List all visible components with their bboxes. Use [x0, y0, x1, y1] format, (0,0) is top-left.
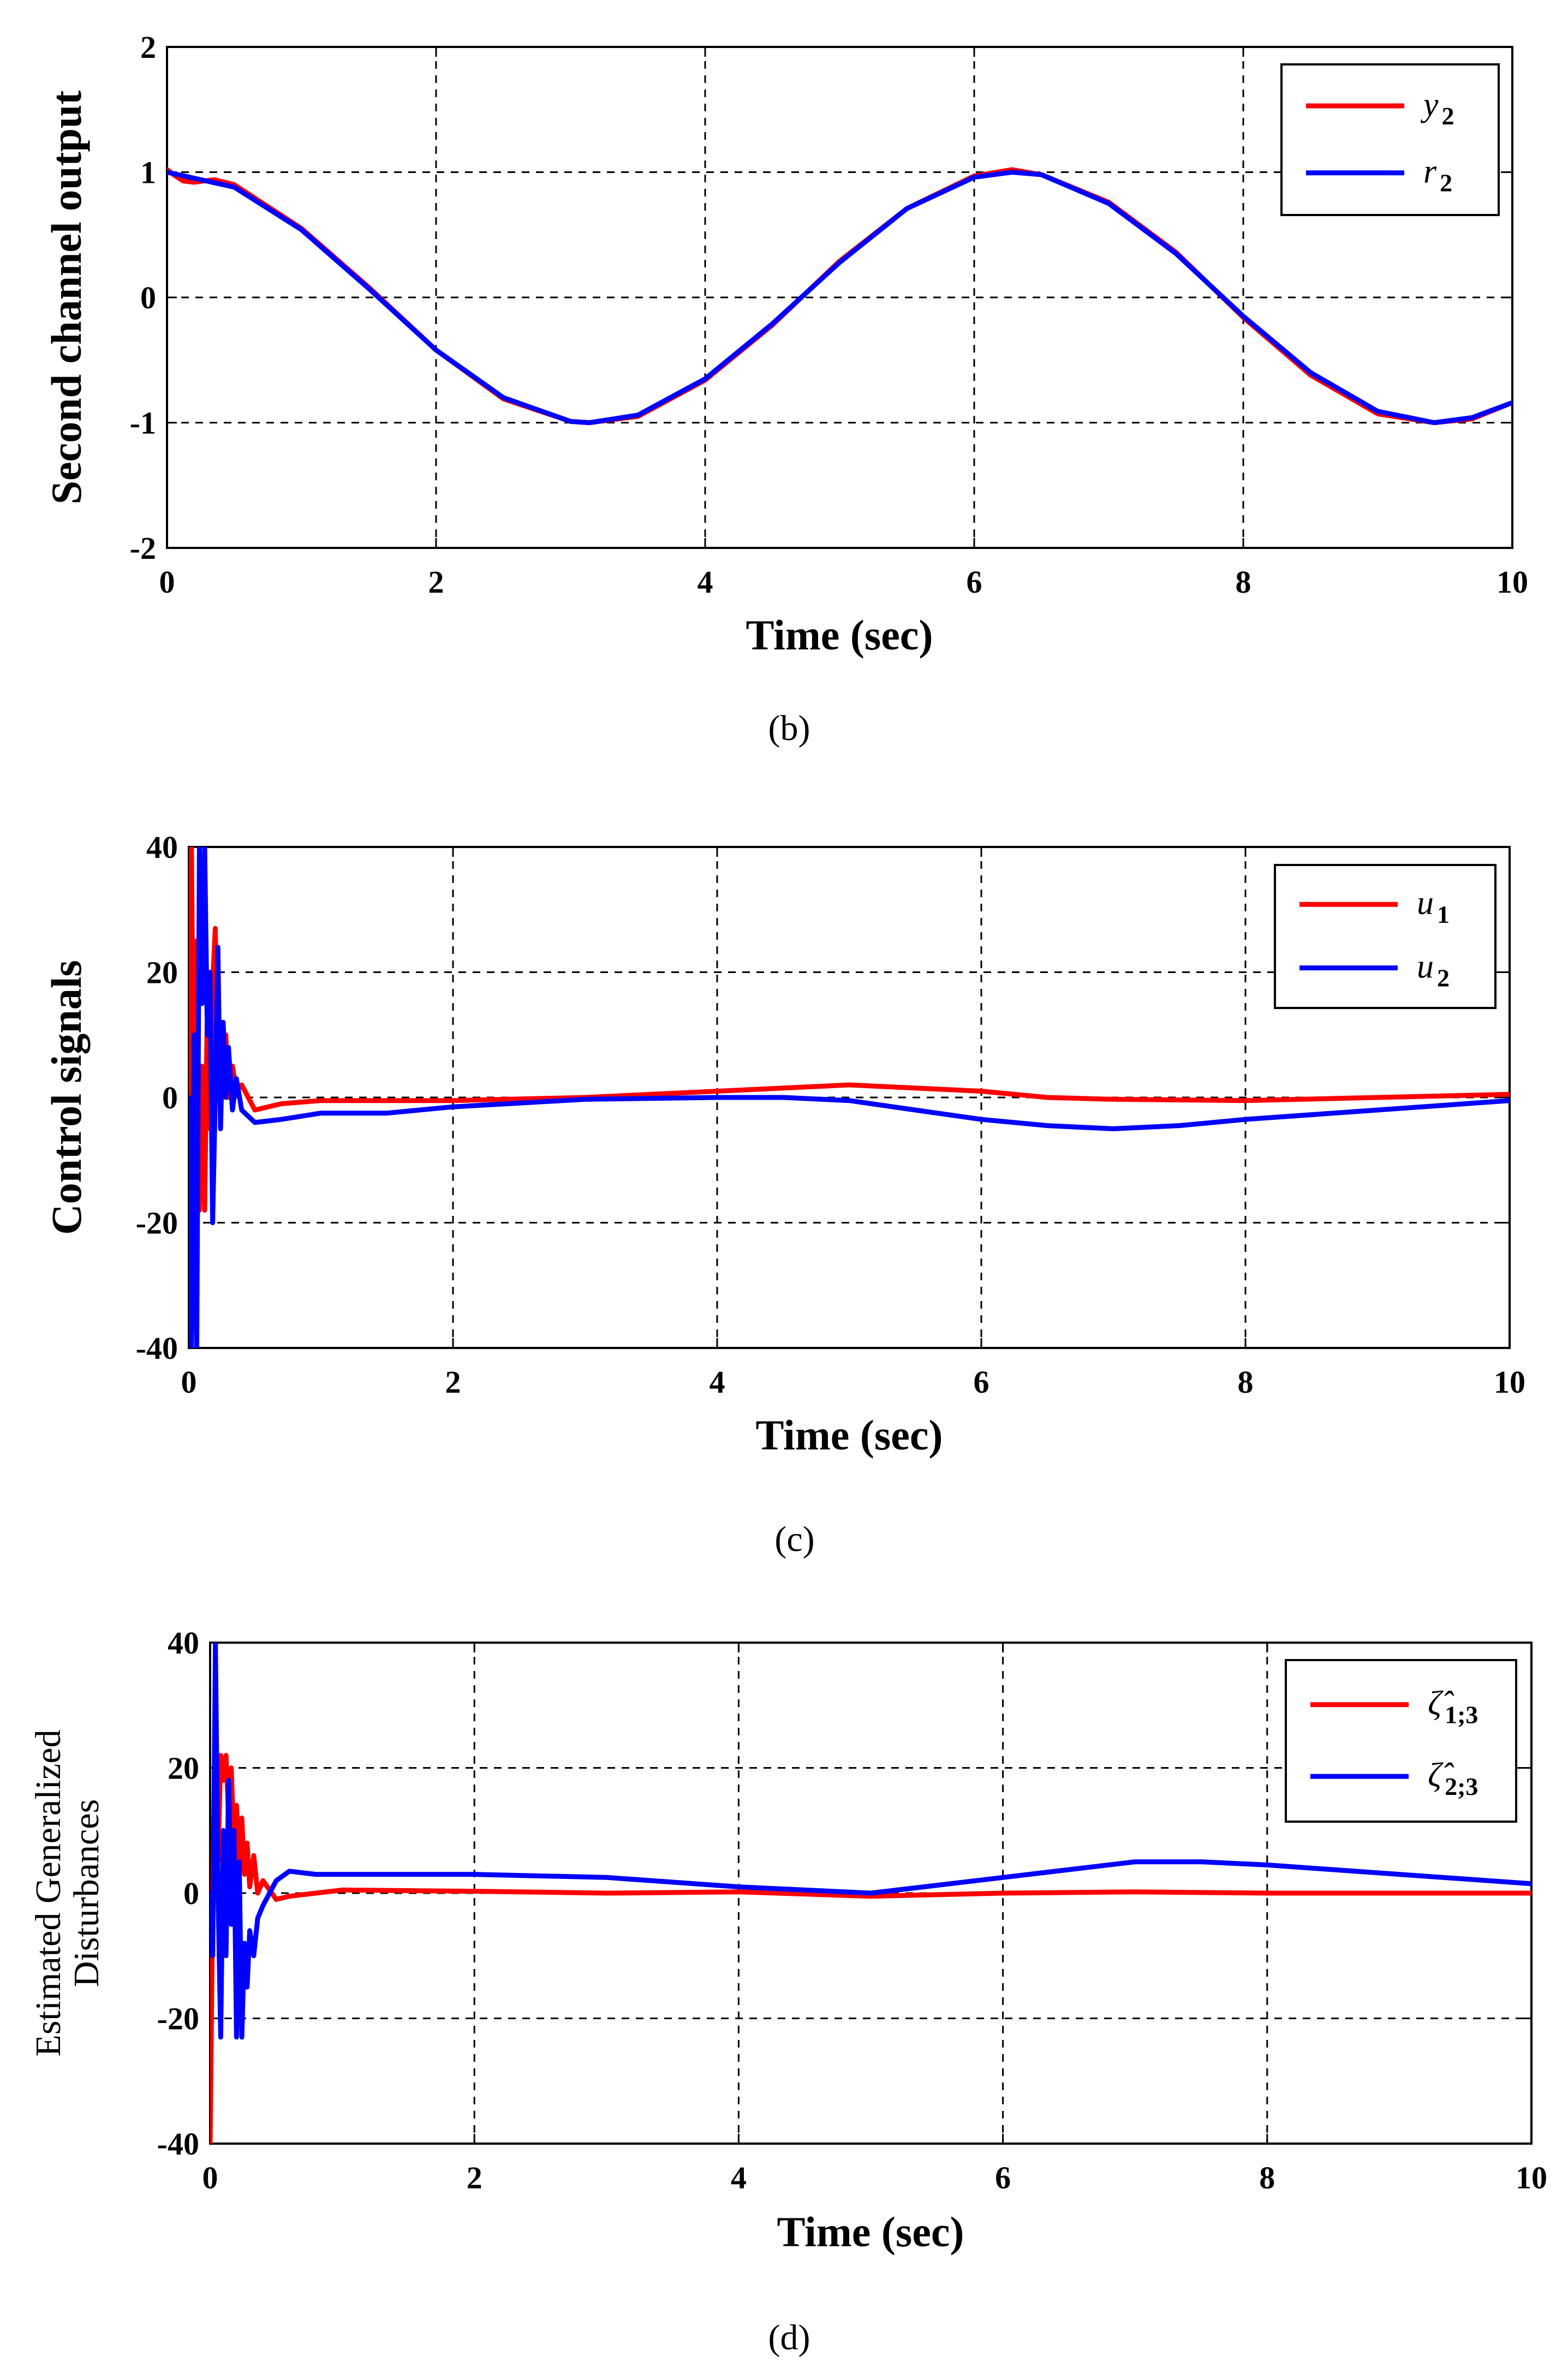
x-tick-label: 2	[467, 2160, 482, 2195]
y-tick-label: 1	[140, 155, 156, 190]
y-tick-label: -1	[130, 405, 156, 441]
x-axis-label: Time (sec)	[777, 2208, 964, 2255]
legend-box	[1274, 864, 1497, 1009]
x-tick-label: 6	[967, 564, 982, 600]
y-tick-label: -40	[136, 1330, 178, 1366]
series-line-zeta13	[210, 1703, 1531, 2144]
legend: y 2r 2	[1280, 63, 1500, 216]
y-tick-label: 0	[140, 280, 156, 315]
x-tick-label: 0	[181, 1364, 197, 1400]
y-axis-label: Estimated Generalized Disturbances	[28, 1729, 106, 2056]
x-tick-label: 6	[974, 1364, 989, 1400]
x-axis-label: Time (sec)	[746, 611, 933, 659]
x-tick-label: 10	[1497, 564, 1528, 600]
series-layer	[189, 847, 1510, 1348]
legend-label: ζ̂ 1;3	[1428, 1685, 1478, 1729]
y-tick-label: 40	[146, 830, 178, 865]
y-tick-label: -20	[157, 2001, 199, 2037]
y-tick-label: -40	[157, 2126, 199, 2162]
x-tick-label: 10	[1494, 1364, 1525, 1400]
x-tick-label: 0	[202, 2160, 218, 2195]
y-axis-label-line-2: Disturbances	[67, 1799, 106, 1988]
x-tick-label: 2	[428, 564, 444, 600]
axis-ticks: 0 2 4 6 8 10 -40 -20 0 20 40	[157, 1625, 1547, 2195]
series-line-u2	[189, 847, 1510, 1348]
legend-subscript: 2	[1440, 169, 1452, 197]
legend: ζ̂ 1;3ζ̂ 2;3	[1285, 1659, 1517, 1823]
x-axis-label: Time (sec)	[756, 1411, 943, 1459]
chart-panel-d: 0 2 4 6 8 10 -40 -20 0 20 40 ζ̂ 1;3ζ̂ 2;3 Time (sec)…	[28, 1625, 1547, 2358]
panel-caption: (c)	[774, 1519, 814, 1559]
x-tick-label: 0	[159, 564, 175, 600]
x-tick-label: 4	[710, 1364, 725, 1400]
series-line-zeta23	[210, 1643, 1531, 2040]
y-tick-label: 0	[162, 1080, 178, 1115]
legend-subscript: 2;3	[1445, 1773, 1478, 1800]
x-tick-label: 4	[697, 564, 713, 600]
grid-lines	[167, 47, 1512, 548]
y-tick-label: 40	[168, 1625, 199, 1661]
y-tick-label: -2	[130, 530, 156, 566]
y-axis-label-line-1: Estimated Generalized	[28, 1729, 68, 2056]
y-tick-label: 20	[146, 955, 178, 990]
x-tick-label: 8	[1236, 564, 1251, 600]
axis-ticks: 0 2 4 6 8 10 -2 -1 0 1 2	[130, 29, 1528, 600]
x-tick-label: 4	[731, 2160, 747, 2195]
y-tick-label: -20	[136, 1206, 178, 1241]
series-layer	[167, 167, 1512, 425]
legend-symbol: r	[1423, 153, 1437, 190]
y-tick-label: 0	[183, 1876, 199, 1911]
legend-box	[1285, 1659, 1517, 1823]
x-tick-label: 8	[1259, 2160, 1275, 2195]
y-tick-label: 2	[140, 29, 156, 65]
y-axis-label: Second channel output	[43, 91, 90, 505]
legend-symbol: u	[1417, 885, 1434, 922]
legend-subscript: 1	[1437, 900, 1450, 928]
legend-subscript: 2	[1442, 102, 1454, 130]
legend-subscript: 2	[1437, 964, 1450, 992]
legend-symbol: y	[1420, 86, 1439, 123]
legend: u 1u 2	[1274, 864, 1497, 1009]
panel-caption: (b)	[768, 708, 810, 748]
series-line-r2	[167, 170, 1512, 425]
grid-lines	[189, 847, 1510, 1348]
x-tick-label: 2	[445, 1364, 461, 1400]
x-tick-label: 10	[1516, 2160, 1547, 2195]
x-tick-label: 8	[1238, 1364, 1254, 1400]
panel-caption: (d)	[768, 2318, 810, 2358]
y-axis-label: Control signals	[43, 960, 90, 1235]
series-layer	[210, 1643, 1531, 2144]
legend-box	[1280, 63, 1500, 216]
legend-subscript: 1;3	[1445, 1701, 1478, 1729]
y-tick-label: 20	[168, 1751, 199, 1786]
legend-symbol: u	[1417, 948, 1434, 986]
x-tick-label: 6	[995, 2160, 1011, 2195]
